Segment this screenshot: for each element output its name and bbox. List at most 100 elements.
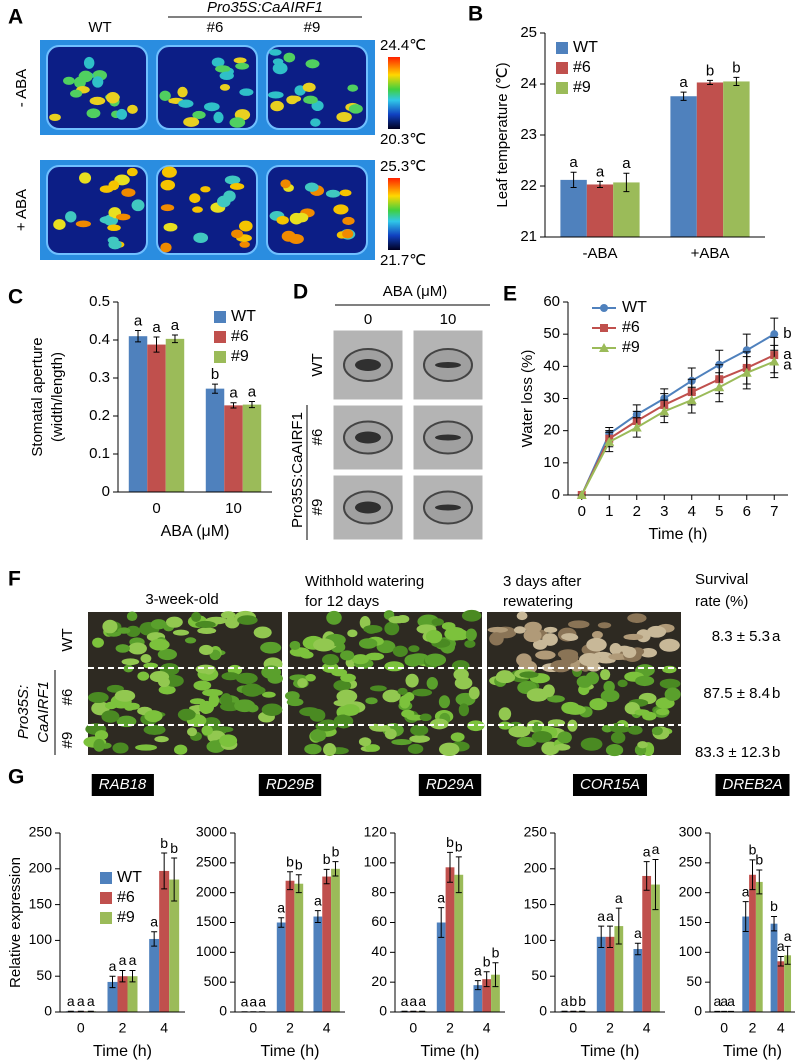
error-bar [597, 180, 603, 189]
significance-letter: a [67, 993, 75, 1009]
plant-leaf [193, 680, 212, 691]
x-tick-label: 0 [578, 503, 586, 520]
bar [159, 870, 170, 1012]
leaf [224, 175, 241, 185]
title-box [715, 774, 790, 796]
row-label: #6 [59, 689, 76, 706]
y-tick-label: 200 [29, 860, 53, 876]
legend-swatch [214, 311, 226, 323]
plant-leaf [580, 737, 603, 751]
plant-leaf [579, 653, 601, 667]
x-axis-label: Time (h) [261, 1043, 320, 1060]
column-label: 0 [364, 311, 372, 328]
plant-leaf [87, 691, 109, 703]
y-axis-label: Stomatal aperture [29, 337, 46, 456]
plant-leaf [112, 742, 129, 754]
point [631, 422, 642, 432]
panel-label: F [8, 568, 21, 591]
y-tick-label: 2000 [196, 883, 227, 899]
plant-leaf [635, 675, 655, 687]
plant-leaf [600, 689, 620, 703]
significance-letter: a [474, 962, 482, 978]
plant-leaf [516, 736, 537, 748]
y-axis-label: Water loss (%) [519, 350, 536, 448]
plant-leaf [659, 638, 680, 652]
bar [127, 976, 138, 1012]
title-box [258, 774, 322, 796]
bar [491, 974, 500, 1012]
plant-leaf [531, 731, 553, 743]
legend-marker [600, 324, 608, 332]
y-tick-label: 20 [371, 973, 387, 989]
chart-title: RD29A [426, 776, 474, 793]
error-bar [438, 907, 445, 938]
bar [642, 875, 652, 1012]
significance-letter: a [561, 993, 569, 1009]
x-tick-label: 2 [446, 1020, 454, 1036]
plant-leaf [610, 726, 631, 733]
y-tick-label: 3000 [196, 824, 227, 840]
chart-title: COR15A [580, 776, 640, 793]
significance-letter: b [211, 366, 219, 383]
error-bar [643, 861, 650, 891]
significance-letter: a [152, 319, 161, 336]
plant-leaf [543, 626, 558, 633]
significance-letter: a [784, 928, 792, 944]
bar [696, 82, 724, 237]
x-tick-label: 5 [715, 503, 723, 520]
bar [454, 874, 464, 1012]
leaf [49, 113, 61, 122]
bar [784, 955, 792, 1012]
leaf [63, 76, 75, 85]
leaf [203, 102, 220, 112]
error-bar [153, 336, 160, 353]
point [741, 367, 752, 377]
bar [149, 938, 160, 1012]
y-tick-label: 100 [364, 854, 388, 870]
plant-leaf [261, 703, 283, 716]
plant-leaf [498, 707, 512, 721]
y-tick-label: 40 [371, 943, 387, 959]
plant-leaf [340, 673, 356, 683]
significance-letter: b [446, 834, 454, 850]
y-tick-label: 10 [543, 454, 560, 471]
bar [205, 388, 225, 492]
plant-leaf [326, 610, 342, 625]
bar [285, 880, 295, 1012]
bar [651, 884, 660, 1012]
legend-label: #9 [573, 79, 591, 96]
leaf [106, 91, 120, 104]
plant-leaf [235, 672, 258, 684]
significance-letter: a [622, 155, 631, 172]
plant-leaf [382, 689, 401, 703]
tray [46, 165, 148, 255]
y-tick-label: 0.3 [89, 369, 110, 386]
title-box [572, 774, 648, 796]
x-tick-label: 4 [483, 1020, 491, 1036]
plant-leaf [172, 629, 190, 636]
column-label: 10 [440, 311, 457, 328]
leaf [281, 230, 296, 242]
leaf [89, 96, 106, 106]
legend-swatch [100, 912, 112, 924]
significance-letter: b [749, 842, 757, 858]
plant-leaf [184, 637, 197, 644]
error-bar [151, 931, 158, 947]
plant-leaf [450, 732, 465, 742]
plant-leaf [351, 654, 369, 665]
plant-leaf [591, 630, 603, 639]
significance-letter: a [314, 892, 322, 908]
x-axis-label: Time (h) [421, 1043, 480, 1060]
plant-leaf [262, 691, 276, 698]
leaf [192, 206, 203, 213]
plant-leaf [191, 611, 202, 623]
error-bar [109, 975, 116, 989]
leaf [160, 204, 175, 212]
plant-leaf [659, 678, 681, 689]
significance-letter: a [249, 993, 257, 1009]
leaf [163, 222, 178, 232]
chart-title: RD29B [266, 776, 314, 793]
plant-leaf [617, 679, 628, 688]
significance-letter: a [409, 993, 417, 1009]
leaf [286, 95, 298, 105]
